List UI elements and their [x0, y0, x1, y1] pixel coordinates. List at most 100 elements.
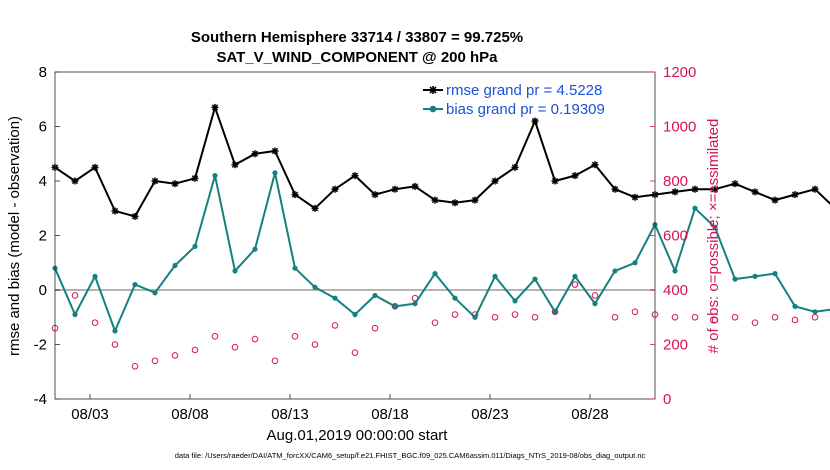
obs-point	[331, 322, 339, 329]
obs-point	[571, 281, 579, 288]
rmse-point	[791, 191, 799, 199]
legend-bias-marker	[429, 105, 437, 113]
bias-point	[152, 290, 158, 296]
bias-point	[672, 268, 678, 274]
rmse-point	[231, 161, 239, 169]
obs-point	[171, 352, 179, 359]
bias-point	[352, 311, 358, 318]
bias-point	[112, 328, 118, 334]
rmse-point	[551, 177, 559, 185]
rmse-point	[211, 103, 219, 111]
rmse-point	[111, 207, 119, 215]
x-tick-label: 08/13	[271, 406, 309, 423]
obs-point	[351, 349, 359, 356]
legend-rmse-marker	[429, 86, 437, 94]
chart-subtitle: SAT_V_WIND_COMPONENT @ 200 hPa	[216, 49, 498, 66]
obs-point	[551, 308, 559, 316]
bias-point	[192, 243, 198, 249]
y-axis-label: rmse and bias (model - observation)	[6, 116, 23, 356]
obs-point	[791, 316, 799, 324]
y-tick-label: 4	[39, 173, 47, 190]
rmse-point	[771, 196, 779, 204]
rmse-point	[91, 163, 99, 171]
obs-point	[611, 313, 619, 321]
bias-point	[212, 172, 218, 179]
obs-point	[431, 319, 439, 327]
rmse-point	[751, 188, 759, 196]
bias-line	[54, 171, 830, 332]
rmse-point	[511, 163, 519, 171]
bias-point	[452, 295, 458, 301]
obs-point	[711, 316, 719, 324]
obs-point	[251, 335, 259, 343]
rmse-point	[411, 182, 419, 190]
obs-point	[291, 333, 299, 340]
obs-point	[91, 319, 99, 327]
rmse-point	[471, 196, 479, 204]
rmse-point	[611, 185, 619, 193]
y2-tick-label: 400	[663, 282, 688, 299]
rmse-point	[251, 150, 259, 158]
x-axis-ticks: 08/03 08/08 08/13 08/18 08/23 08/28	[71, 394, 609, 423]
rmse-point	[71, 177, 79, 185]
bias-point	[432, 271, 438, 277]
bias-point	[632, 260, 638, 266]
bias-point	[312, 284, 318, 290]
bias-point	[332, 295, 338, 301]
x-tick-label: 08/03	[71, 406, 109, 423]
obs-point	[691, 313, 699, 321]
rmse-point	[431, 196, 439, 204]
rmse-point	[131, 212, 139, 220]
y2-tick-label: 600	[663, 228, 688, 245]
bias-point	[512, 298, 518, 304]
x-tick-label: 08/23	[471, 406, 509, 423]
obs-point	[751, 319, 759, 327]
legend-bias-label: bias grand pr = 0.19309	[446, 101, 605, 118]
obs-point	[491, 313, 499, 321]
obs-point	[731, 313, 739, 321]
y-tick-label: 0	[39, 282, 47, 299]
obs-point	[271, 357, 279, 365]
rmse-point	[291, 191, 299, 199]
rmse-point	[491, 177, 499, 185]
y2-tick-label: 1200	[663, 64, 696, 81]
bias-point	[272, 170, 278, 176]
rmse-point	[451, 199, 459, 207]
rmse-point	[171, 180, 179, 188]
obs-point	[371, 324, 379, 332]
y2-axis-label: # of obs: o=possible; ×=assimilated	[705, 119, 722, 354]
rmse-point	[351, 172, 359, 180]
footer-note: data file: /Users/raeder/DAI/ATM_forcXX/…	[175, 451, 646, 460]
bias-point	[532, 276, 538, 282]
bias-point	[552, 309, 558, 315]
bias-point	[692, 205, 698, 211]
y-tick-label: 2	[39, 228, 47, 245]
obs-point	[591, 292, 599, 299]
obs-point	[191, 346, 199, 354]
y2-tick-label: 200	[663, 337, 688, 354]
obs-point	[311, 341, 319, 348]
bias-point	[252, 246, 258, 252]
x-tick-label: 08/08	[171, 406, 209, 423]
y2-tick-label: 800	[663, 173, 688, 190]
bias-series	[52, 170, 830, 334]
rmse-point	[571, 172, 579, 180]
rmse-point	[191, 174, 199, 182]
y2-axis-ticks: 0 200 400 600 800 1000 1200	[650, 64, 696, 408]
rmse-point	[731, 180, 739, 188]
y-tick-label: 6	[39, 119, 47, 136]
bias-point	[592, 301, 598, 307]
bias-point	[392, 303, 398, 309]
y2-tick-label: 0	[663, 391, 671, 408]
bias-point	[172, 262, 178, 269]
y2-tick-label: 1000	[663, 119, 696, 136]
rmse-point	[531, 117, 539, 125]
rmse-point	[391, 185, 399, 193]
x-axis-label: Aug.01,2019 00:00:00 start	[267, 427, 449, 444]
obs-point	[151, 357, 159, 365]
rmse-point	[591, 161, 599, 169]
bias-point	[232, 268, 238, 274]
bias-point	[472, 314, 478, 320]
obs-point	[211, 333, 219, 340]
